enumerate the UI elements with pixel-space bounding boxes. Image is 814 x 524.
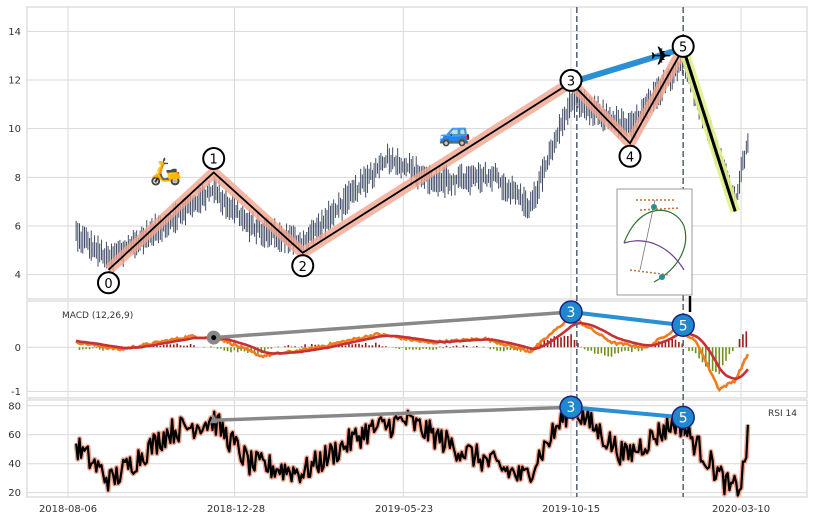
wave-point-label: 3: [567, 74, 575, 89]
divergence-start-marker: [209, 414, 218, 424]
divergence-marker: [559, 300, 583, 324]
divergence-marker: [559, 395, 583, 419]
wave-point-label: 2: [299, 260, 307, 275]
divergence-projection-line: [570, 405, 684, 420]
divergence-marker: [671, 405, 695, 430]
wave-point-label: 5: [679, 40, 687, 55]
y-tick-label: 6: [15, 222, 21, 233]
wave-point-marker: [96, 271, 120, 295]
y-tick-label: 14: [8, 27, 21, 38]
divergence-start-dot: [211, 335, 217, 341]
y-tick-label: 10: [8, 124, 21, 135]
divergence-line: [213, 405, 572, 423]
wave-point-label: 1: [210, 152, 218, 167]
scooter-icon: 🛵: [150, 157, 182, 187]
y-tick-label: -1: [11, 387, 21, 398]
car-icon: 🚙: [439, 118, 471, 148]
wave-point-marker: [559, 68, 583, 92]
x-tick-label: 2018-08-06: [39, 504, 97, 515]
macd-label: MACD (12,26,9): [62, 311, 133, 321]
rsi-label: RSI 14: [768, 409, 797, 419]
macd-line: [75, 313, 750, 393]
x-tick-label: 2019-05-23: [375, 504, 433, 515]
projection-line: [570, 45, 685, 86]
wave-point-label: 4: [626, 150, 634, 165]
y-tick-label: 8: [15, 173, 21, 184]
y-tick-label: 12: [8, 76, 21, 87]
rsi-series: [73, 400, 751, 499]
y-tick-label: 4: [15, 270, 21, 281]
rsi-line: [75, 401, 749, 497]
divergence-marker-label: 3: [567, 400, 576, 416]
wave-point-marker: [202, 146, 226, 170]
y-tick-label: 60: [8, 430, 21, 441]
wave-point-label: 0: [104, 277, 112, 292]
wave-point-marker: [291, 254, 315, 278]
wave-line: [107, 47, 684, 271]
divergence-projection-line: [570, 310, 684, 328]
macd-series: [75, 313, 750, 393]
annotations: 0 1 2 3 4 5 3 5 3 5: [96, 7, 740, 497]
macd-panel: [26, 300, 808, 399]
y-tick-label: 20: [8, 488, 21, 499]
inset-diagram: [616, 188, 693, 296]
correction-line: [681, 47, 737, 212]
divergence-marker: [671, 313, 695, 337]
x-tick-label: 2020-03-10: [712, 504, 770, 515]
y-tick-label: 0: [15, 343, 21, 354]
divergence-marker-label: 5: [679, 318, 688, 334]
divergence-marker-label: 5: [679, 410, 688, 426]
divergence-line: [213, 310, 572, 340]
wave-point-marker: [618, 144, 642, 168]
x-tick-label: 2018-12-28: [207, 504, 265, 515]
y-tick-label: 40: [8, 459, 21, 470]
x-tick-label: 2019-10-15: [542, 504, 600, 515]
airplane-icon: ✈: [650, 42, 672, 72]
y-tick-label: 80: [8, 401, 21, 412]
divergence-marker-label: 3: [567, 305, 576, 321]
signal-line: [75, 321, 749, 381]
wave-point-marker: [671, 34, 695, 58]
